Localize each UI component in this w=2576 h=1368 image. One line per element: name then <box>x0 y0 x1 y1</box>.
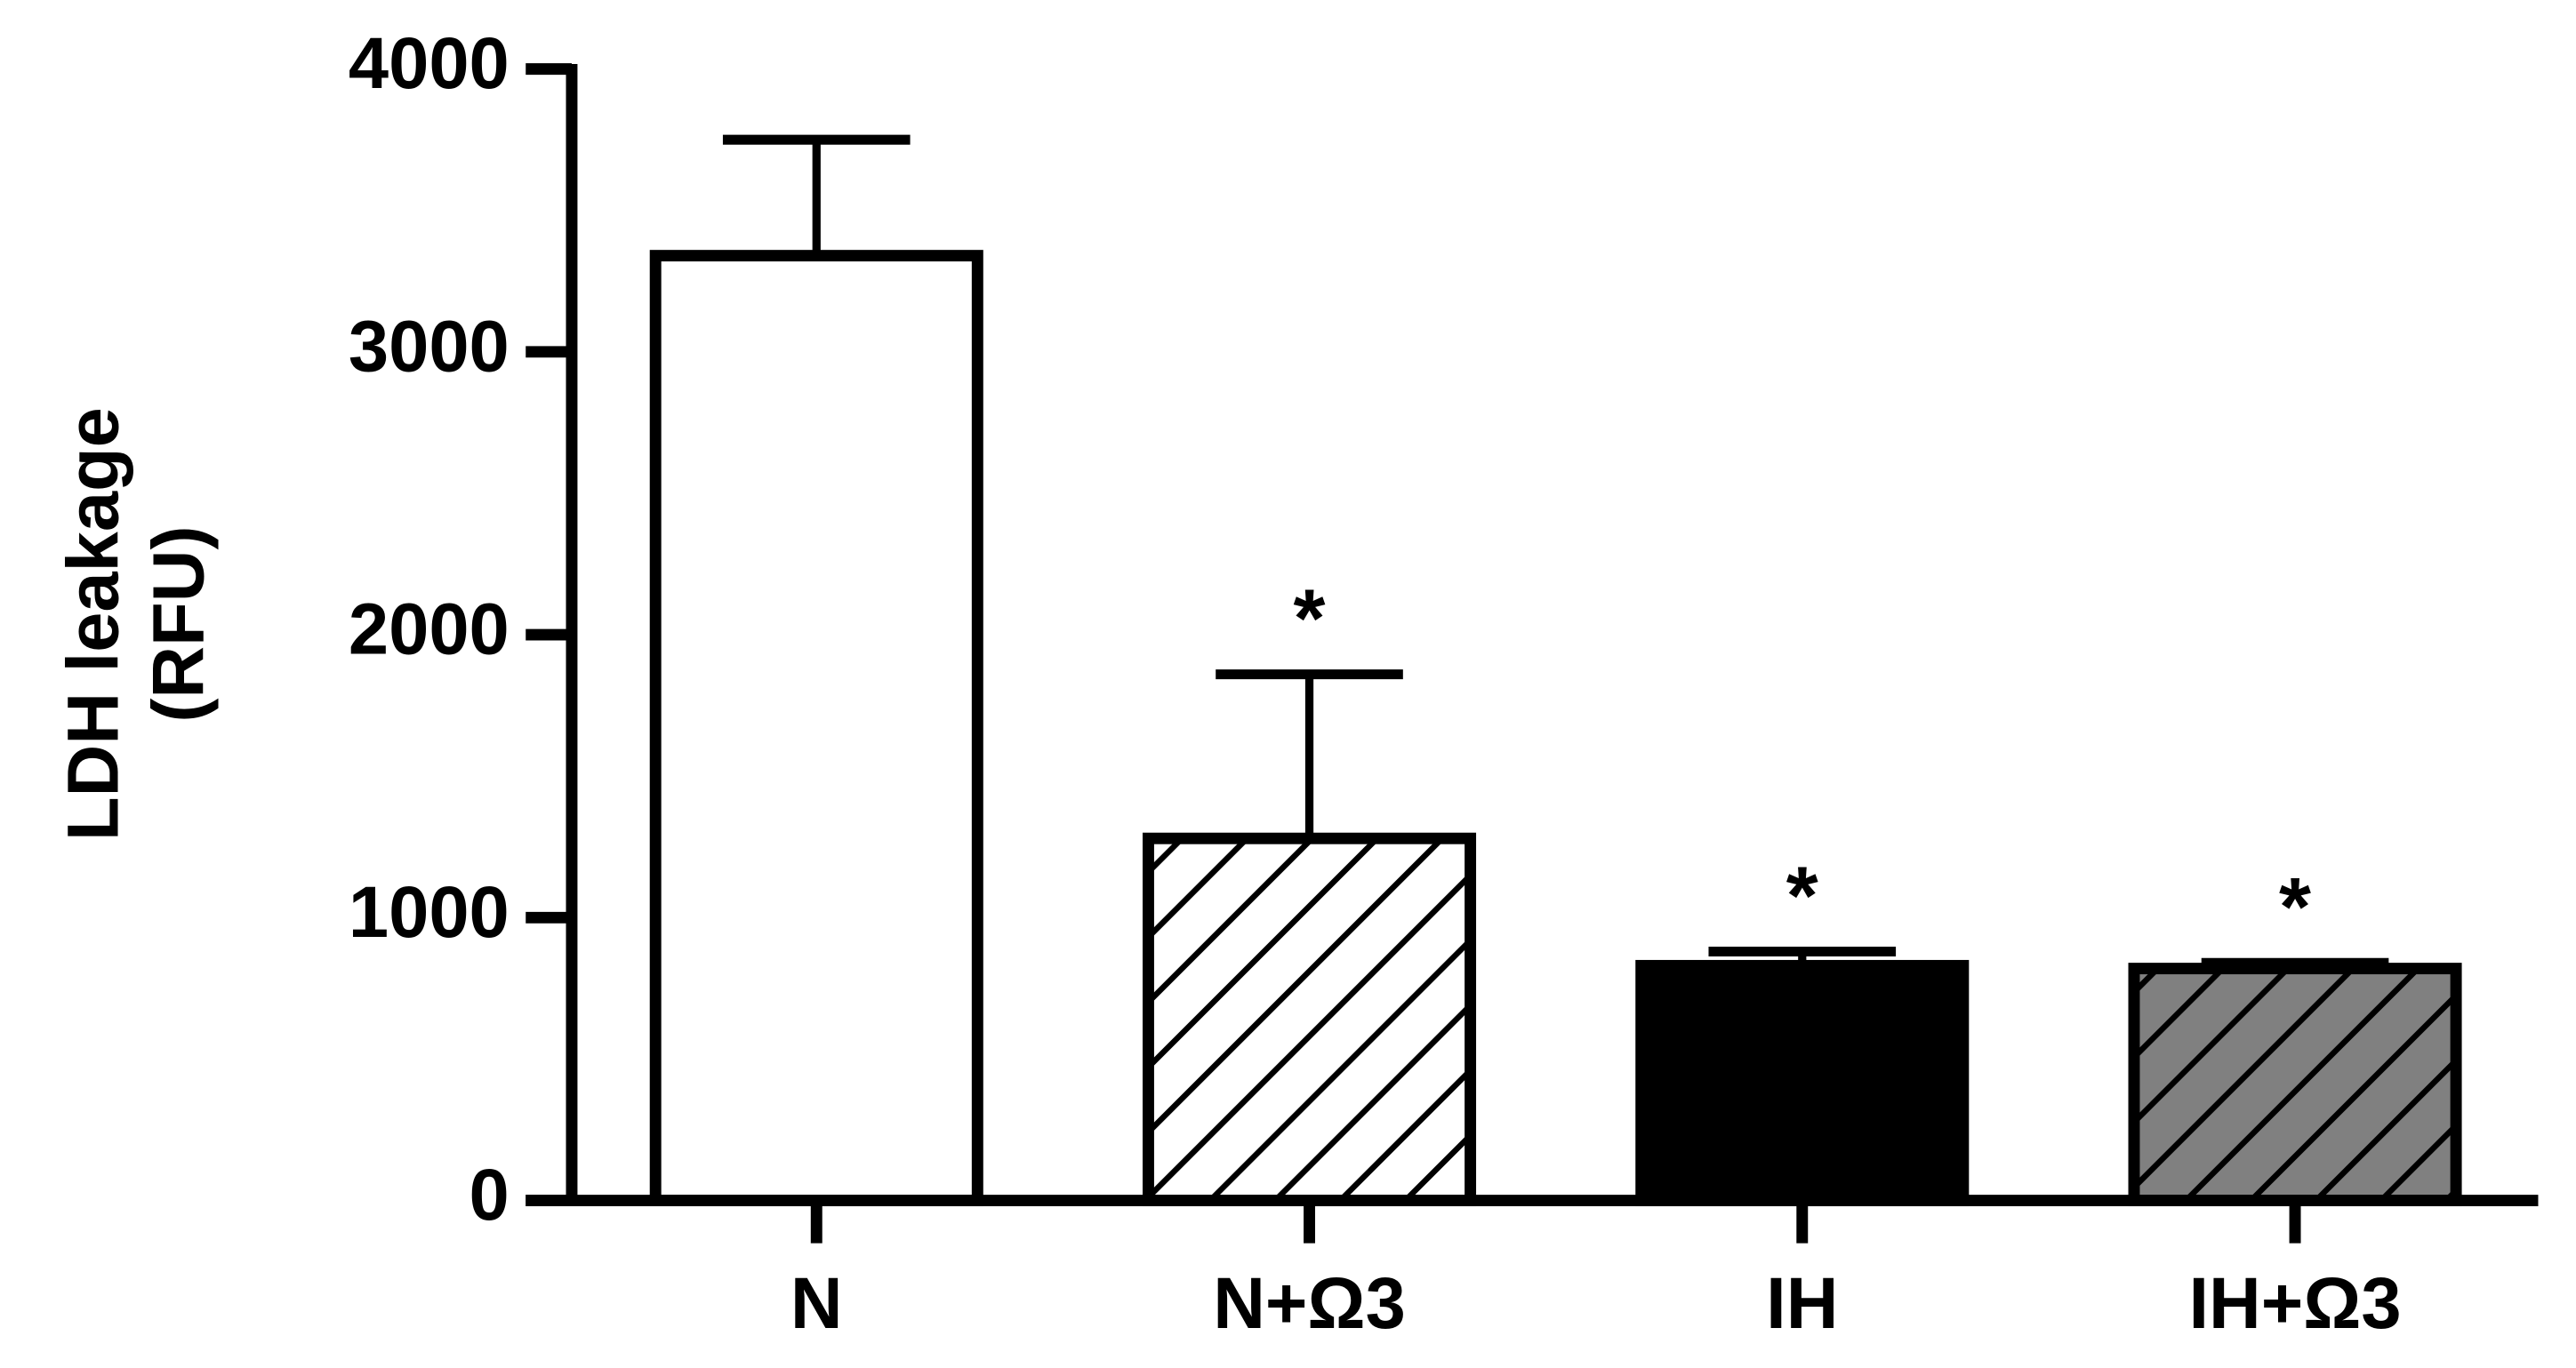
significance-label: * <box>1294 572 1326 665</box>
y-tick-label: 2000 <box>349 589 510 670</box>
bar <box>1635 959 1970 1207</box>
significance-label: * <box>2279 860 2311 953</box>
bar <box>2128 963 2462 1207</box>
x-tick-label: IH <box>1766 1263 1838 1344</box>
y-tick-label: 0 <box>469 1155 510 1236</box>
bar <box>1142 832 1477 1207</box>
x-tick-label: N <box>790 1263 843 1344</box>
x-tick-label: N+Ω3 <box>1213 1263 1406 1344</box>
y-axis-title: LDH leakage <box>52 407 133 841</box>
significance-label: * <box>1786 849 1818 941</box>
x-tick-label: IH+Ω3 <box>2188 1263 2401 1344</box>
y-tick-label: 4000 <box>349 23 510 104</box>
y-axis-title: (RFU) <box>138 525 219 722</box>
y-tick-label: 3000 <box>349 306 510 387</box>
bar <box>649 250 983 1207</box>
y-tick-label: 1000 <box>349 872 510 953</box>
